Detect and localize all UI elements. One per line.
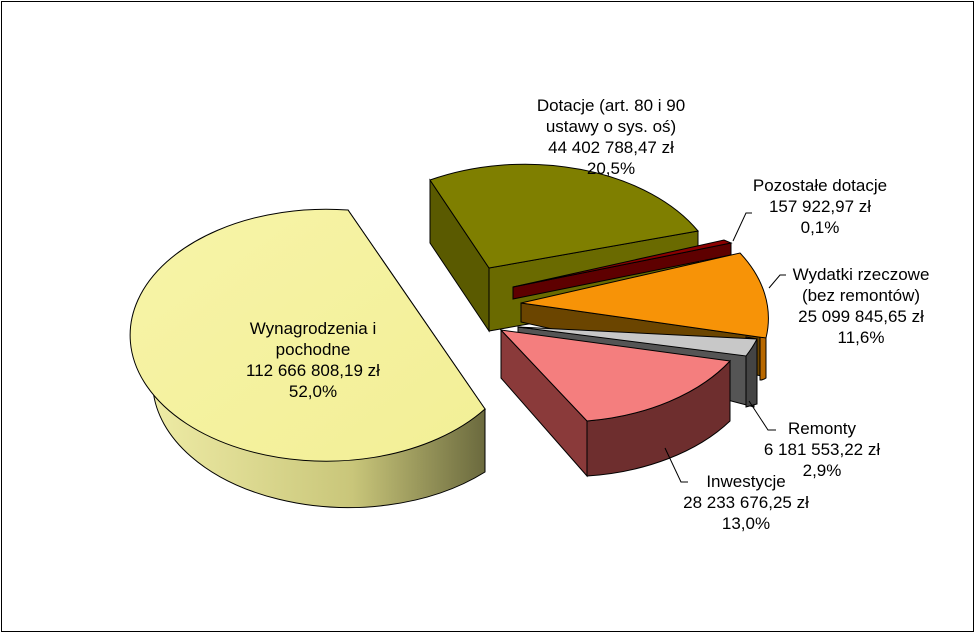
label-wynagrodzenia: Wynagrodzenia i pochodne 112 666 808,19 …	[246, 319, 380, 401]
label-wydatki-percent: 11,6%	[838, 328, 885, 347]
label-dotacje-line1: Dotacje (art. 80 i 90	[537, 96, 685, 115]
slice-wynagrodzenia-face	[129, 208, 486, 462]
label-wydatki: Wydatki rzeczowe (bez remontów) 25 099 8…	[793, 265, 930, 347]
label-inwestycje-line1: Inwestycje	[706, 472, 785, 491]
label-pozostale-percent: 0,1%	[801, 218, 840, 237]
label-pozostale: Pozostałe dotacje 157 922,97 zł 0,1%	[753, 176, 887, 237]
label-pozostale-value: 157 922,97 zł	[769, 197, 871, 216]
label-remonty-percent: 2,9%	[803, 461, 842, 480]
label-inwestycje-value: 28 233 676,25 zł	[683, 493, 809, 512]
leader-inwestycje	[664, 447, 688, 483]
label-wynagrodzenia-line2: pochodne	[276, 340, 351, 359]
slice-remonty-top	[517, 326, 758, 357]
label-wydatki-value: 25 099 845,65 zł	[798, 307, 924, 326]
slice-pozostale-top	[512, 239, 733, 288]
slice-dotacje-top	[429, 163, 699, 269]
label-wynagrodzenia-percent: 52,0%	[289, 382, 337, 401]
slice-inwestycje-top	[499, 329, 732, 422]
label-wynagrodzenia-value: 112 666 808,19 zł	[246, 361, 380, 380]
label-pozostale-line1: Pozostałe dotacje	[753, 176, 887, 195]
leader-wydatki	[768, 274, 786, 289]
label-remonty: Remonty 6 181 553,22 zł 2,9%	[764, 419, 880, 480]
leader-pozostale	[732, 212, 752, 242]
label-remonty-value: 6 181 553,22 zł	[764, 440, 880, 459]
label-wydatki-line1: Wydatki rzeczowe	[793, 265, 930, 284]
label-dotacje-line2: ustawy o sys. oś)	[546, 117, 676, 136]
slice-wydatki-top	[520, 252, 769, 339]
label-dotacje-value: 44 402 788,47 zł	[548, 138, 674, 157]
label-dotacje-percent: 20,5%	[587, 159, 635, 178]
label-dotacje: Dotacje (art. 80 i 90 ustawy o sys. oś) …	[537, 96, 685, 178]
label-wydatki-line2: (bez remontów)	[802, 286, 920, 305]
label-wynagrodzenia-line1: Wynagrodzenia i	[250, 319, 376, 338]
slice-wynagrodzenia	[129, 208, 487, 509]
label-inwestycje: Inwestycje 28 233 676,25 zł 13,0%	[683, 472, 809, 533]
label-remonty-line1: Remonty	[788, 419, 857, 438]
label-inwestycje-percent: 13,0%	[722, 514, 770, 533]
slice-inwestycje	[499, 328, 732, 478]
leader-remonty	[748, 400, 776, 431]
